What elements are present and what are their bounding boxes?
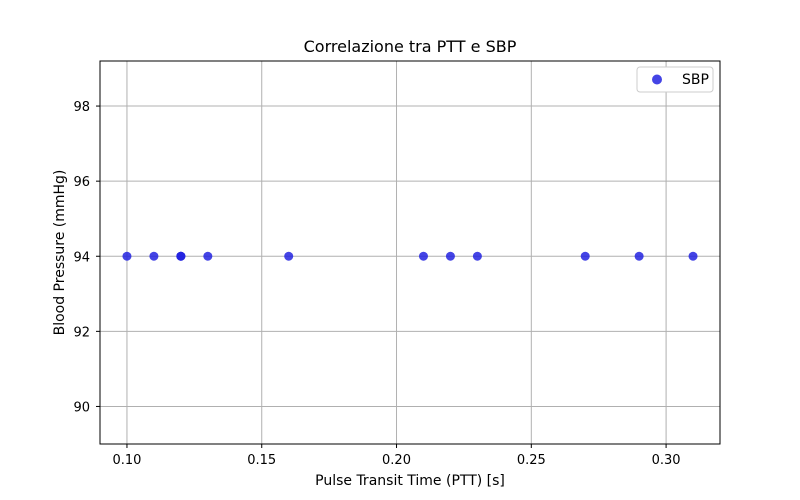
data-point bbox=[418, 251, 428, 261]
data-point bbox=[149, 251, 159, 261]
data-point bbox=[176, 251, 186, 261]
x-tick-label: 0.10 bbox=[112, 453, 141, 468]
y-tick-label: 92 bbox=[73, 325, 90, 340]
x-tick-label: 0.30 bbox=[652, 453, 681, 468]
y-axis-label: Blood Pressure (mmHg) bbox=[52, 170, 68, 336]
data-point bbox=[445, 251, 455, 261]
data-point bbox=[472, 251, 482, 261]
plot-area-frame bbox=[99, 60, 721, 445]
x-tick-label: 0.25 bbox=[517, 453, 546, 468]
legend-marker bbox=[652, 74, 662, 85]
data-point bbox=[284, 251, 294, 261]
data-point bbox=[580, 251, 590, 261]
data-point bbox=[688, 251, 698, 261]
x-tick-label: 0.20 bbox=[382, 453, 411, 468]
data-point bbox=[634, 251, 644, 261]
y-tick-label: 90 bbox=[73, 400, 90, 415]
data-points bbox=[122, 251, 698, 261]
y-axis-ticks: 90 92 94 96 98 bbox=[73, 100, 100, 415]
grid-lines bbox=[100, 61, 720, 444]
legend-box bbox=[636, 66, 714, 93]
legend-label: SBP bbox=[682, 72, 709, 88]
x-axis-label: Pulse Transit Time (PTT) [s] bbox=[315, 473, 505, 489]
y-tick-label: 94 bbox=[73, 250, 90, 265]
legend: SBP bbox=[636, 66, 714, 93]
data-point bbox=[122, 251, 132, 261]
y-tick-label: 96 bbox=[73, 175, 90, 190]
chart-title: Correlazione tra PTT e SBP bbox=[304, 37, 517, 56]
x-axis-ticks: 0.10 0.15 0.20 0.25 0.30 bbox=[112, 444, 681, 468]
x-tick-label: 0.15 bbox=[247, 453, 276, 468]
data-point bbox=[203, 251, 213, 261]
y-tick-label: 98 bbox=[73, 100, 90, 115]
